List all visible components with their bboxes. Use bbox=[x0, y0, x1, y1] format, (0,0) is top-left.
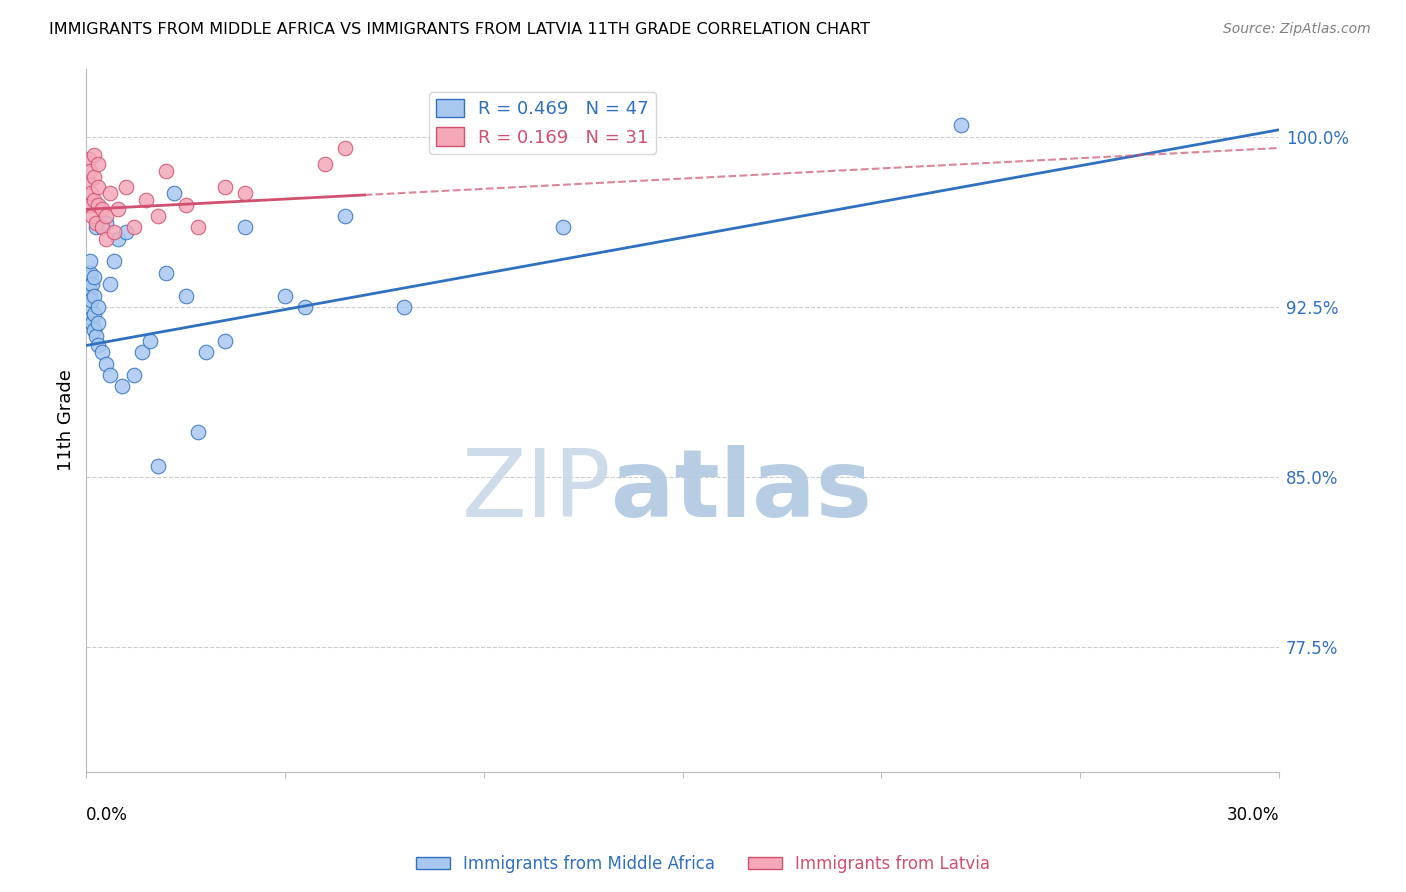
Point bbox=[163, 186, 186, 201]
Point bbox=[107, 232, 129, 246]
Point bbox=[155, 163, 177, 178]
Point bbox=[949, 118, 972, 132]
Point bbox=[96, 209, 118, 223]
Point bbox=[82, 277, 104, 292]
Point bbox=[79, 266, 101, 280]
Point bbox=[553, 220, 575, 235]
Legend: R = 0.469   N = 47, R = 0.169   N = 31: R = 0.469 N = 47, R = 0.169 N = 31 bbox=[429, 92, 655, 153]
Point bbox=[91, 202, 114, 217]
Point bbox=[80, 186, 103, 201]
Point bbox=[79, 300, 101, 314]
Point bbox=[333, 209, 356, 223]
Point bbox=[394, 300, 416, 314]
Y-axis label: 11th Grade: 11th Grade bbox=[58, 369, 75, 471]
Point bbox=[174, 288, 197, 302]
Point bbox=[87, 198, 110, 212]
Point bbox=[146, 458, 169, 473]
Point bbox=[77, 288, 100, 302]
Point bbox=[233, 186, 256, 201]
Point bbox=[122, 220, 145, 235]
Legend: Immigrants from Middle Africa, Immigrants from Latvia: Immigrants from Middle Africa, Immigrant… bbox=[409, 848, 997, 880]
Point bbox=[333, 141, 356, 155]
Point bbox=[91, 220, 114, 235]
Point bbox=[87, 157, 110, 171]
Point bbox=[98, 186, 121, 201]
Point bbox=[84, 329, 107, 343]
Text: atlas: atlas bbox=[612, 445, 872, 537]
Point bbox=[96, 232, 118, 246]
Point bbox=[84, 220, 107, 235]
Point bbox=[146, 209, 169, 223]
Point bbox=[83, 148, 105, 162]
Point bbox=[314, 157, 336, 171]
Point bbox=[83, 322, 105, 336]
Point bbox=[83, 270, 105, 285]
Point bbox=[79, 163, 101, 178]
Point bbox=[79, 254, 101, 268]
Point bbox=[77, 270, 100, 285]
Point bbox=[214, 334, 236, 348]
Point bbox=[187, 425, 209, 439]
Point bbox=[82, 209, 104, 223]
Point bbox=[174, 198, 197, 212]
Point bbox=[131, 345, 153, 359]
Text: 30.0%: 30.0% bbox=[1226, 806, 1279, 824]
Point bbox=[87, 179, 110, 194]
Point bbox=[79, 198, 101, 212]
Point bbox=[155, 266, 177, 280]
Point bbox=[83, 193, 105, 207]
Point bbox=[77, 175, 100, 189]
Point bbox=[91, 220, 114, 235]
Point bbox=[83, 307, 105, 321]
Point bbox=[91, 345, 114, 359]
Point bbox=[233, 220, 256, 235]
Point bbox=[107, 202, 129, 217]
Point bbox=[84, 216, 107, 230]
Point bbox=[87, 316, 110, 330]
Point bbox=[103, 254, 125, 268]
Text: Source: ZipAtlas.com: Source: ZipAtlas.com bbox=[1223, 22, 1371, 37]
Point bbox=[135, 193, 157, 207]
Point bbox=[274, 288, 297, 302]
Point bbox=[80, 311, 103, 326]
Point bbox=[122, 368, 145, 382]
Text: IMMIGRANTS FROM MIDDLE AFRICA VS IMMIGRANTS FROM LATVIA 11TH GRADE CORRELATION C: IMMIGRANTS FROM MIDDLE AFRICA VS IMMIGRA… bbox=[49, 22, 870, 37]
Point bbox=[187, 220, 209, 235]
Point bbox=[83, 288, 105, 302]
Point bbox=[79, 284, 101, 298]
Point bbox=[294, 300, 316, 314]
Point bbox=[79, 153, 101, 167]
Point bbox=[103, 225, 125, 239]
Point bbox=[87, 300, 110, 314]
Point bbox=[214, 179, 236, 194]
Point bbox=[194, 345, 217, 359]
Text: 0.0%: 0.0% bbox=[86, 806, 128, 824]
Point bbox=[96, 216, 118, 230]
Point bbox=[83, 170, 105, 185]
Point bbox=[98, 277, 121, 292]
Point bbox=[87, 338, 110, 352]
Point bbox=[115, 179, 138, 194]
Point bbox=[80, 293, 103, 307]
Point bbox=[111, 379, 134, 393]
Point bbox=[139, 334, 162, 348]
Point bbox=[96, 357, 118, 371]
Point bbox=[82, 316, 104, 330]
Point bbox=[115, 225, 138, 239]
Point bbox=[79, 277, 101, 292]
Text: ZIP: ZIP bbox=[461, 445, 612, 537]
Point bbox=[98, 368, 121, 382]
